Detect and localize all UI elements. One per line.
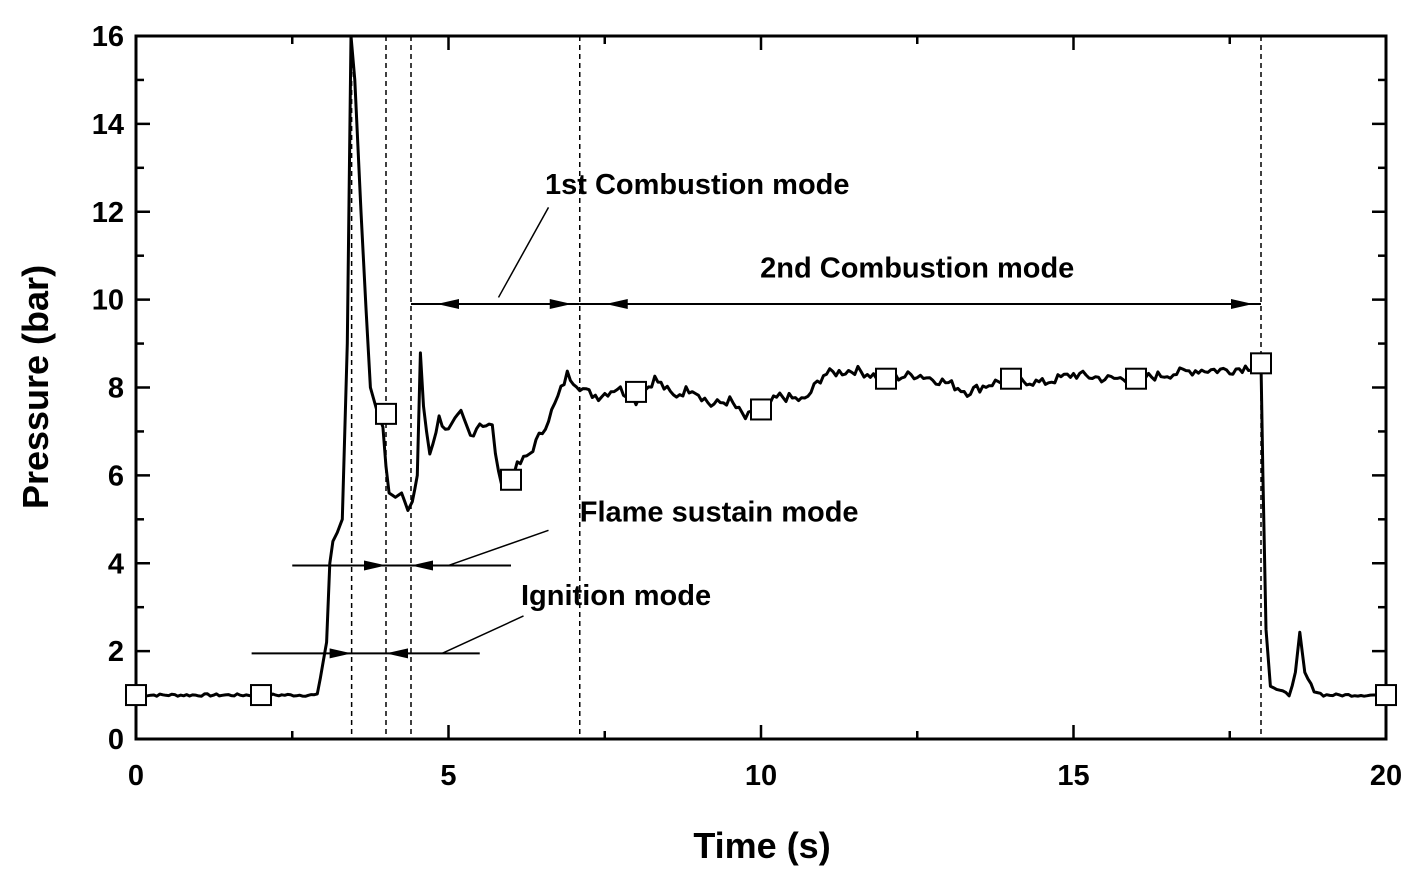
x-tick-label: 20 xyxy=(1370,760,1402,792)
flame-arrow-right xyxy=(364,560,386,571)
annotation-label: 1st Combustion mode xyxy=(545,169,850,201)
x-tick-label: 5 xyxy=(440,760,456,792)
square-marker xyxy=(1250,352,1272,375)
x-axis-title: Time (s) xyxy=(693,825,830,866)
x-tick-label: 0 xyxy=(128,760,144,792)
y-tick-label: 12 xyxy=(92,197,124,229)
square-marker xyxy=(1000,367,1022,390)
y-tick-label: 0 xyxy=(108,724,124,756)
flame-leader xyxy=(448,529,549,567)
axis-ticks xyxy=(134,34,1388,741)
annotation-label: 2nd Combustion mode xyxy=(760,253,1074,285)
axis-tick-labels: 0 5 10 15 20 0 2 4 6 8 10 12 14 16 xyxy=(92,21,1402,792)
dashed-markers xyxy=(350,36,1262,739)
ignition-arrow-right xyxy=(329,648,352,659)
square-marker xyxy=(375,402,397,425)
x-tick-label: 15 xyxy=(1057,760,1089,792)
square-marker xyxy=(750,398,772,421)
second-combustion-arrow-left xyxy=(605,299,628,310)
annotation-label: Flame sustain mode xyxy=(580,497,859,529)
annotation-label: Ignition mode xyxy=(521,580,711,612)
flame-arrow-left xyxy=(411,560,433,571)
square-marker xyxy=(625,380,647,403)
ignition-arrow-left xyxy=(386,648,408,659)
square-marker xyxy=(875,367,897,390)
pressure-series xyxy=(136,34,1387,698)
square-marker xyxy=(500,468,522,491)
y-tick-label: 10 xyxy=(92,285,124,317)
first-combustion-arrow-right xyxy=(549,299,572,310)
square-marker xyxy=(1375,684,1397,707)
first-combustion-arrow-left xyxy=(437,299,459,310)
square-marker xyxy=(250,684,272,707)
square-marker xyxy=(1125,367,1147,390)
square-markers xyxy=(125,352,1397,707)
x-tick-label: 10 xyxy=(745,760,777,792)
second-combustion-arrow-right xyxy=(1231,299,1253,310)
y-tick-label: 2 xyxy=(108,636,124,668)
y-tick-label: 14 xyxy=(92,109,124,141)
y-tick-label: 4 xyxy=(108,548,124,580)
mode-annotations: 1st Combustion mode 2nd Combustion mode Fl… xyxy=(521,169,1074,612)
square-marker xyxy=(125,684,147,707)
mode-arrows xyxy=(251,206,1261,659)
first-combustion-leader xyxy=(497,206,550,298)
y-axis-title: Pressure (bar) xyxy=(15,265,56,509)
y-tick-label: 8 xyxy=(108,373,124,405)
y-tick-label: 6 xyxy=(108,460,124,492)
y-tick-label: 16 xyxy=(92,21,124,53)
plot-frame xyxy=(134,34,1388,741)
series-line-0 xyxy=(136,34,1387,698)
ignition-leader xyxy=(441,615,524,655)
